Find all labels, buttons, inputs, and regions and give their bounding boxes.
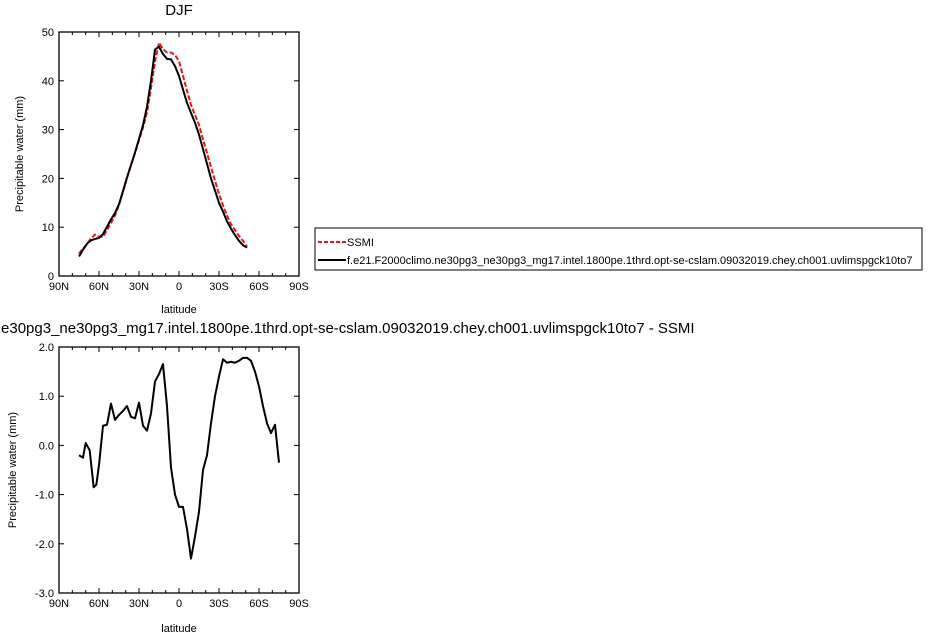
top-series-lines <box>78 41 248 257</box>
top-y-axis-label: Precipitable water (mm) <box>14 96 26 212</box>
bottom-x-tick-label: 60S <box>249 598 269 610</box>
top-x-tick-label: 60S <box>249 281 269 293</box>
bottom-chart: f.e21.F2000climo.ne30pg3_ne30pg3_mg17.in… <box>0 320 695 635</box>
legend-box <box>314 227 923 271</box>
top-series-line-0 <box>78 41 248 255</box>
bottom-y-tick-label: 0.0 <box>39 440 54 452</box>
top-x-ticks: 90N 60N 30N 0 30S 60S 90S <box>49 32 309 293</box>
bottom-x-tick-label: 0 <box>176 598 182 610</box>
legend-label-ssmi: SSMI <box>347 237 374 249</box>
bottom-x-axis-label: latitude <box>161 623 196 635</box>
legend-label-model: f.e21.F2000climo.ne30pg3_ne30pg3_mg17.in… <box>347 255 912 267</box>
bottom-y-tick-label: -2.0 <box>35 539 54 551</box>
top-chart: DJF 0 10 20 30 40 50 90N 60N 30N 0 30S 60S 90S lati… <box>14 2 309 316</box>
bottom-y-tick-label: 2.0 <box>39 342 54 354</box>
top-y-tick-label: 10 <box>42 222 54 234</box>
bottom-x-tick-label: 90S <box>289 598 309 610</box>
top-x-tick-label: 30N <box>129 281 149 293</box>
top-y-tick-label: 0 <box>48 271 54 283</box>
top-x-tick-label: 90S <box>289 281 309 293</box>
top-y-tick-label: 50 <box>42 27 54 39</box>
bottom-plot-frame <box>58 346 300 594</box>
bottom-x-tick-label: 30S <box>209 598 229 610</box>
top-x-tick-label: 90N <box>49 281 69 293</box>
bottom-chart-title: f.e21.F2000climo.ne30pg3_ne30pg3_mg17.in… <box>0 320 695 337</box>
top-x-axis-label: latitude <box>161 304 196 316</box>
top-y-tick-label: 20 <box>42 173 54 185</box>
bottom-y-axis-label: Precipitable water (mm) <box>7 412 19 528</box>
bottom-x-tick-label: 30N <box>129 598 149 610</box>
top-y-tick-label: 30 <box>42 125 54 137</box>
top-x-tick-label: 60N <box>89 281 109 293</box>
top-x-tick-label: 30S <box>209 281 229 293</box>
top-series-line-1 <box>78 45 248 257</box>
legend: SSMI f.e21.F2000climo.ne30pg3_ne30pg3_mg… <box>314 227 923 271</box>
bottom-x-tick-label: 90N <box>49 598 69 610</box>
bottom-y-ticks: -3.0 -2.0 -1.0 0.0 1.0 2.0 <box>35 342 299 600</box>
bottom-x-tick-label: 60N <box>89 598 109 610</box>
bottom-x-ticks: 90N 60N 30N 0 30S 60S 90S <box>49 347 309 610</box>
bottom-y-tick-label: -3.0 <box>35 588 54 600</box>
bottom-y-tick-label: -1.0 <box>35 490 54 502</box>
top-y-ticks: 0 10 20 30 40 50 <box>42 27 299 283</box>
bottom-series-lines <box>78 356 280 560</box>
top-y-tick-label: 40 <box>42 76 54 88</box>
top-chart-title: DJF <box>165 2 193 19</box>
bottom-series-line-0 <box>78 356 280 560</box>
bottom-y-tick-label: 1.0 <box>39 391 54 403</box>
top-x-tick-label: 0 <box>176 281 182 293</box>
